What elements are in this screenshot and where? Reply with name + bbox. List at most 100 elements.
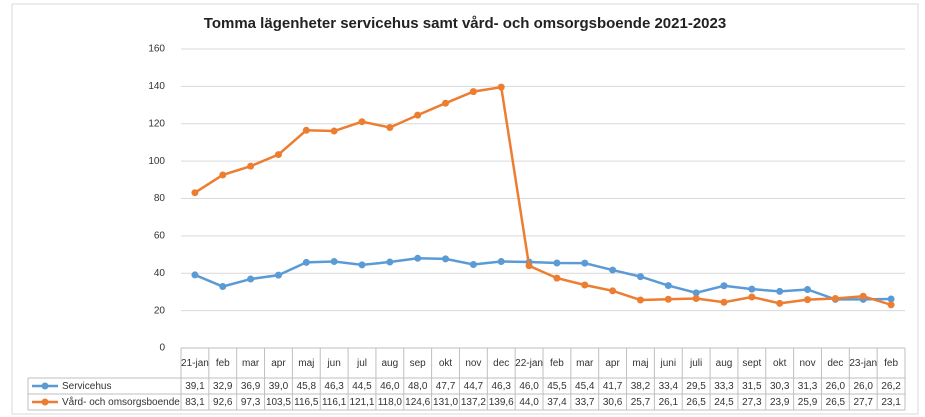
data-label: 33,7 <box>575 396 595 408</box>
data-point <box>274 271 282 279</box>
data-point <box>497 257 505 265</box>
data-label: 30,6 <box>602 396 623 408</box>
x-tick-label: apr <box>605 357 620 369</box>
data-label: 46,3 <box>491 380 511 392</box>
data-label: 103,5 <box>265 396 291 408</box>
y-tick-label: 100 <box>148 156 165 167</box>
data-point <box>831 294 839 302</box>
data-label: 92,6 <box>213 396 233 408</box>
y-tick-label: 60 <box>154 231 166 242</box>
data-point <box>302 258 310 266</box>
data-label: 26,0 <box>825 380 846 392</box>
data-point <box>219 171 227 179</box>
data-point <box>859 292 867 300</box>
data-label: 33,3 <box>714 380 734 392</box>
data-point <box>887 295 895 303</box>
data-point <box>553 274 561 282</box>
data-label: 116,1 <box>321 396 347 408</box>
data-label: 26,5 <box>686 396 706 408</box>
data-label: 39,1 <box>185 380 205 392</box>
data-point <box>442 99 450 107</box>
data-point <box>581 259 589 267</box>
chart-border <box>11 3 919 415</box>
data-label: 38,2 <box>630 380 651 392</box>
data-label: 121,1 <box>349 396 375 408</box>
x-tick-label: feb <box>884 357 899 369</box>
data-point <box>358 261 366 269</box>
y-tick-label: 0 <box>159 343 165 354</box>
data-label: 44,7 <box>463 380 484 392</box>
data-label: 36,9 <box>240 380 261 392</box>
data-label: 32,9 <box>213 380 233 392</box>
x-tick-label: apr <box>271 357 286 369</box>
legend-entry: Vård- och omsorgsboende <box>62 396 180 408</box>
x-tick-label: sept <box>742 357 762 369</box>
data-point <box>692 289 700 297</box>
data-point <box>386 123 394 131</box>
data-label: 97,3 <box>240 396 261 408</box>
data-label: 26,5 <box>825 396 846 408</box>
data-point <box>748 285 756 293</box>
data-label: 33,4 <box>658 380 679 392</box>
x-tick-label: dec <box>493 357 510 369</box>
x-tick-label: aug <box>381 357 399 369</box>
data-label: 47,7 <box>435 380 456 392</box>
data-point <box>191 189 199 197</box>
data-label: 26,0 <box>853 380 873 392</box>
x-tick-label: maj <box>632 357 649 369</box>
x-tick-label: 22-jan <box>515 357 543 369</box>
data-point <box>609 266 617 274</box>
x-tick-label: juli <box>690 357 703 369</box>
data-point <box>664 295 672 303</box>
data-point <box>720 298 728 306</box>
chart-title: Tomma lägenheter servicehus samt vård- o… <box>204 15 726 32</box>
data-label: 83,1 <box>185 396 205 408</box>
x-tick-label: okt <box>773 357 787 369</box>
y-tick-label: 120 <box>148 118 165 129</box>
data-point <box>804 286 812 294</box>
y-tick-label: 20 <box>154 305 166 316</box>
legend-entry: Servicehus <box>62 380 112 392</box>
data-point <box>664 282 672 290</box>
x-tick-label: nov <box>799 357 816 369</box>
x-tick-label: okt <box>438 357 453 369</box>
x-tick-label: maj <box>298 357 315 369</box>
data-label: 26,1 <box>658 396 679 408</box>
data-label: 39,0 <box>268 380 289 392</box>
data-label: 139,6 <box>488 396 514 408</box>
x-tick-label: mar <box>241 357 260 369</box>
x-tick-label: sep <box>409 357 426 369</box>
data-label: 41,7 <box>602 380 623 392</box>
data-label: 26,2 <box>881 380 901 392</box>
data-label: 31,5 <box>742 380 762 392</box>
data-label: 45,5 <box>547 380 567 392</box>
data-label: 25,7 <box>630 396 651 408</box>
data-point <box>692 294 700 302</box>
data-point <box>609 287 617 295</box>
series-line <box>194 257 892 301</box>
data-point <box>497 83 505 91</box>
data-label: 30,3 <box>769 380 790 392</box>
data-label: 27,3 <box>742 396 762 408</box>
legend-marker <box>41 382 49 390</box>
data-point <box>442 255 450 263</box>
legend-marker <box>41 398 49 406</box>
data-point <box>553 259 561 267</box>
data-point <box>469 88 477 96</box>
data-point <box>274 151 282 159</box>
x-tick-label: feb <box>549 357 564 369</box>
data-point <box>720 282 728 290</box>
data-label: 48,0 <box>407 380 428 392</box>
data-label: 124,6 <box>405 396 431 408</box>
x-tick-label: nov <box>465 357 482 369</box>
x-tick-label: dec <box>827 357 844 369</box>
data-label: 23,1 <box>881 396 901 408</box>
data-point <box>469 260 477 268</box>
data-point <box>302 126 310 134</box>
data-point <box>887 301 895 309</box>
data-point <box>191 271 199 279</box>
y-tick-label: 40 <box>154 268 166 279</box>
data-point <box>330 257 338 265</box>
